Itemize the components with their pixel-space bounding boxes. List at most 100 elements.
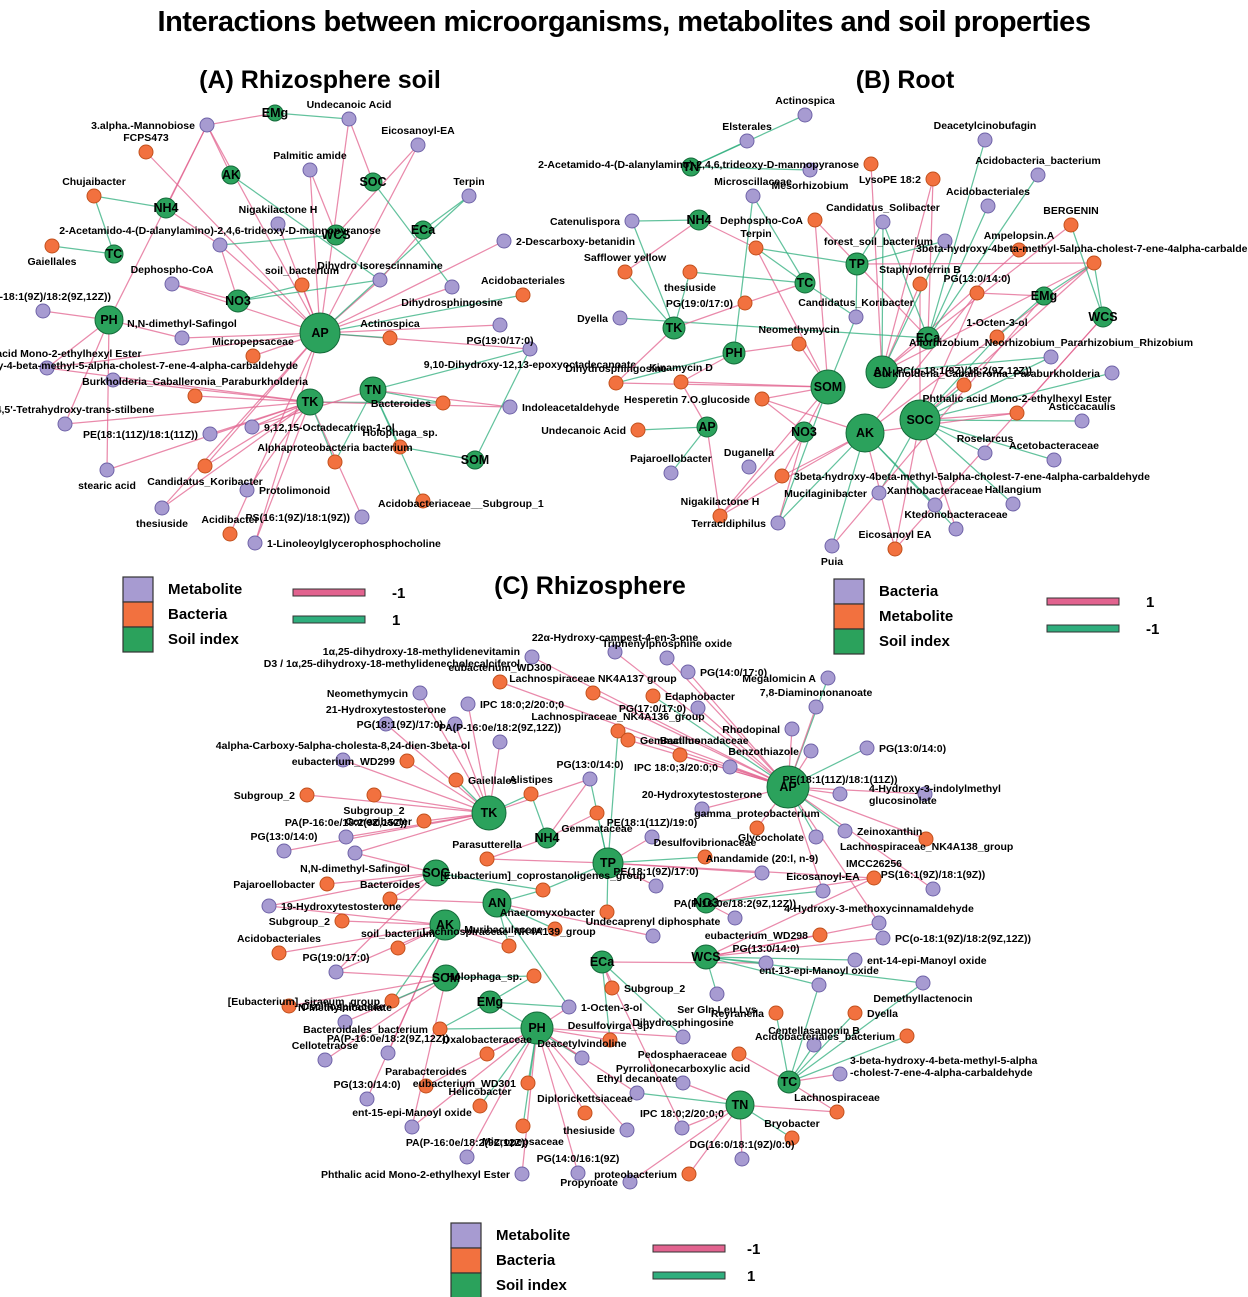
node-safflower-yellow[interactable] <box>617 264 633 280</box>
node-pg-19-0-17-0[interactable] <box>328 964 344 980</box>
node-pg-19-0-17-0[interactable] <box>492 317 508 333</box>
node-lachnospiraceae-nk4a139-group[interactable] <box>501 938 517 954</box>
node-1-linoleoylglycerophosphocholine[interactable] <box>247 535 263 551</box>
node-fcps473[interactable] <box>138 144 154 160</box>
node-pg-19-0-17-0[interactable] <box>737 295 753 311</box>
node-neomethymycin[interactable] <box>791 336 807 352</box>
node-ent-13-epi-manoyl-oxide[interactable] <box>811 977 827 993</box>
node-ent-14-epi-manoyl-oxide[interactable] <box>847 952 863 968</box>
node-palmitic-amide[interactable] <box>302 162 318 178</box>
node-soc[interactable] <box>363 172 383 192</box>
node-gemmataceae[interactable] <box>589 805 605 821</box>
node-tp[interactable] <box>592 847 624 879</box>
node-lachnospiraceae[interactable] <box>829 1104 845 1120</box>
node-3beta-hydroxy-4beta-methyl-5alpha-choles[interactable] <box>1086 255 1102 271</box>
node-rhodopinal[interactable] <box>784 721 800 737</box>
node-undecaprenyl-diphosphate[interactable] <box>645 928 661 944</box>
node-ph[interactable] <box>520 1011 554 1045</box>
node-ap[interactable] <box>696 416 718 438</box>
node-an[interactable] <box>482 888 512 918</box>
node-indoleacetaldehyde[interactable] <box>502 399 518 415</box>
node-anandamide-20-l-n-9[interactable] <box>754 865 770 881</box>
node-dephospho-coa[interactable] <box>807 212 823 228</box>
node-mesorhizobium[interactable] <box>802 162 818 178</box>
node-nigakilactone-h[interactable] <box>712 508 728 524</box>
node-alistipes[interactable] <box>523 786 539 802</box>
node-megalomicin-a[interactable] <box>820 670 836 686</box>
node-no3[interactable] <box>695 892 717 914</box>
node-gaiellales[interactable] <box>448 772 464 788</box>
node-oscillospiraceae[interactable] <box>281 998 297 1014</box>
node-emg[interactable] <box>478 990 502 1014</box>
node-pg-18-1-9z-17-0[interactable] <box>447 716 463 732</box>
node-1-octen-3-ol[interactable] <box>561 999 577 1015</box>
node-eicosanoyl-ea[interactable] <box>815 883 831 899</box>
node-dihydrosphingosine[interactable] <box>444 279 460 295</box>
node-micropepsaceae[interactable] <box>515 1118 531 1134</box>
node-tk[interactable] <box>471 795 507 831</box>
node-dyella[interactable] <box>612 310 628 326</box>
node-undecanoic-acid[interactable] <box>341 111 357 127</box>
node-eubacterium-wd298[interactable] <box>812 927 828 943</box>
node-alphaproteobacteria-bacterium[interactable] <box>327 454 343 470</box>
node-som[interactable] <box>810 369 846 405</box>
node-ak[interactable] <box>221 165 241 185</box>
node-2-acetamido-4-d-alanylamino-2-4-6-trideo[interactable] <box>212 237 228 253</box>
node-wcs[interactable] <box>325 224 347 246</box>
node-dyella[interactable] <box>847 1005 863 1021</box>
node-emg[interactable] <box>1034 286 1054 306</box>
node-pa-p-16-0e-18-2-9z-12z[interactable] <box>459 1149 475 1165</box>
node-bacillus[interactable] <box>672 747 688 763</box>
node-dihydro-isorescinnamine[interactable] <box>372 272 388 288</box>
node-micropepsaceae[interactable] <box>245 348 261 364</box>
node-ampelopsin-a[interactable] <box>1011 242 1027 258</box>
node-dihydrosphingosine[interactable] <box>608 375 624 391</box>
node-subgroup-2[interactable] <box>366 787 382 803</box>
node-ak[interactable] <box>429 909 461 941</box>
node-n-n-dimethyl-safingol[interactable] <box>174 330 190 346</box>
node-pa-p-16-0e-18-2-9z-12z[interactable] <box>492 734 508 750</box>
node-neomethymycin[interactable] <box>412 685 428 701</box>
node-tn[interactable] <box>359 376 387 404</box>
node-lachnospiraceae-nk4a138-group[interactable] <box>918 831 934 847</box>
node-no3[interactable] <box>226 289 250 313</box>
node-pe-18-1-9z-17-0[interactable] <box>648 878 664 894</box>
node-pe-18-1-11z-19-0[interactable] <box>644 829 660 845</box>
node-edaphobacter[interactable] <box>645 688 661 704</box>
node-emg[interactable] <box>266 104 284 122</box>
node-pg-14-0-16-1-9z[interactable] <box>570 1165 586 1181</box>
node-mucilaginibacter[interactable] <box>871 485 887 501</box>
node-burkholderia-caballeronia-paraburkholder[interactable] <box>1104 365 1120 381</box>
node-4-hydroxy-3-methoxycinnamaldehyde[interactable] <box>871 915 887 931</box>
node-acidobacteriales[interactable] <box>980 198 996 214</box>
node-pajaroellobacter[interactable] <box>663 465 679 481</box>
node-pg-13-0-14-0[interactable] <box>359 1091 375 1107</box>
node-pa-p-16-0e-18-2-9z-15z[interactable] <box>338 829 354 845</box>
node-dg-16-0-18-1-9z-0-0[interactable] <box>734 1151 750 1167</box>
node-n-n-dimethyl-safingol[interactable] <box>347 845 363 861</box>
node-9-10-dihydroxy-12-13-epoxyoctadecanoate[interactable] <box>522 341 538 357</box>
node-cellotetraose[interactable] <box>317 1052 333 1068</box>
node-som[interactable] <box>465 450 485 470</box>
node-9-12-15-octadecatrien-1-ol[interactable] <box>244 419 260 435</box>
node-phthalic-acid-mono-2-ethylhexyl-ester[interactable] <box>39 360 55 376</box>
node-1-25-dihydroxy-18-methylidenevitamin-d3-[interactable] <box>524 649 540 665</box>
node-pc-o-18-1-9z-18-2-9z-12z[interactable] <box>35 303 51 319</box>
node-20-hydroxytestosterone[interactable] <box>694 801 710 817</box>
node-gaiellales[interactable] <box>44 238 60 254</box>
node-dihydrosphingosine[interactable] <box>675 1029 691 1045</box>
node-catenulispora[interactable] <box>624 213 640 229</box>
node-pa-p-16-0e-18-2-9z-12z[interactable] <box>727 910 743 926</box>
node-gamma-proteobacterium[interactable] <box>749 820 765 836</box>
node-3-alpha-mannobiose[interactable] <box>199 117 215 133</box>
node-pg-13-0-14-0[interactable] <box>969 285 985 301</box>
node-elsterales[interactable] <box>739 133 755 149</box>
node-pc-o-18-1-9z-18-2-9z-12z[interactable] <box>956 377 972 393</box>
node-2-acetamido-4-d-alanylamino-2-4-6-trideo[interactable] <box>863 156 879 172</box>
node-holophaga-sp[interactable] <box>392 439 408 455</box>
node-soc[interactable] <box>899 399 941 441</box>
node-tc[interactable] <box>794 272 816 294</box>
node-acidobacteriales-bacterium[interactable] <box>899 1028 915 1044</box>
node-lachnospiraceae-nk4a136-group[interactable] <box>610 723 626 739</box>
node-zeinoxanthin[interactable] <box>837 823 853 839</box>
